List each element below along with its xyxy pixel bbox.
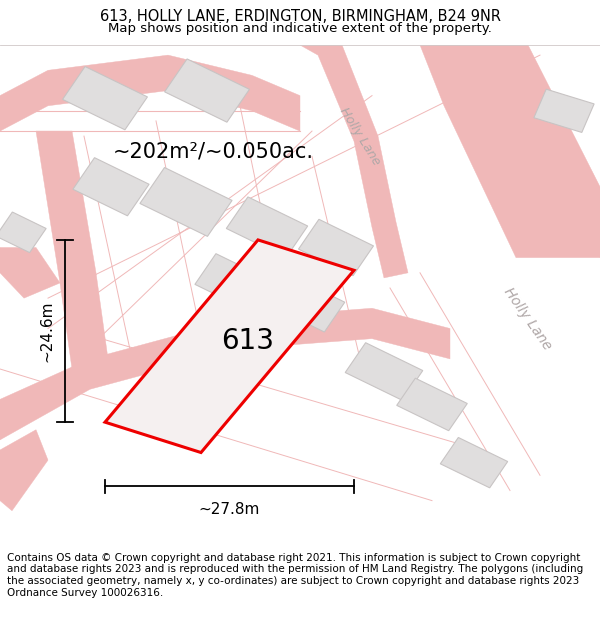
Polygon shape	[36, 131, 108, 369]
Polygon shape	[140, 168, 232, 236]
Polygon shape	[397, 378, 467, 431]
Polygon shape	[420, 45, 600, 258]
Polygon shape	[0, 430, 48, 511]
Text: ~24.6m: ~24.6m	[39, 300, 54, 362]
Polygon shape	[440, 438, 508, 488]
Polygon shape	[345, 342, 423, 401]
Text: 613: 613	[221, 327, 274, 355]
Polygon shape	[62, 66, 148, 130]
Text: Map shows position and indicative extent of the property.: Map shows position and indicative extent…	[108, 22, 492, 35]
Text: 613, HOLLY LANE, ERDINGTON, BIRMINGHAM, B24 9NR: 613, HOLLY LANE, ERDINGTON, BIRMINGHAM, …	[100, 9, 500, 24]
Polygon shape	[300, 45, 408, 278]
Polygon shape	[195, 254, 273, 312]
Polygon shape	[0, 212, 46, 253]
Polygon shape	[299, 219, 373, 276]
Text: ~27.8m: ~27.8m	[199, 502, 260, 517]
Polygon shape	[73, 158, 149, 216]
Polygon shape	[0, 308, 450, 440]
Polygon shape	[0, 248, 60, 298]
Polygon shape	[105, 240, 354, 452]
Polygon shape	[534, 89, 594, 132]
Polygon shape	[0, 55, 300, 131]
Polygon shape	[267, 274, 345, 332]
Text: ~202m²/~0.050ac.: ~202m²/~0.050ac.	[113, 141, 314, 161]
Polygon shape	[164, 59, 250, 122]
Polygon shape	[226, 197, 308, 258]
Text: Holly Lane: Holly Lane	[337, 105, 383, 168]
Text: Holly Lane: Holly Lane	[502, 284, 554, 352]
Text: Contains OS data © Crown copyright and database right 2021. This information is : Contains OS data © Crown copyright and d…	[7, 552, 583, 598]
